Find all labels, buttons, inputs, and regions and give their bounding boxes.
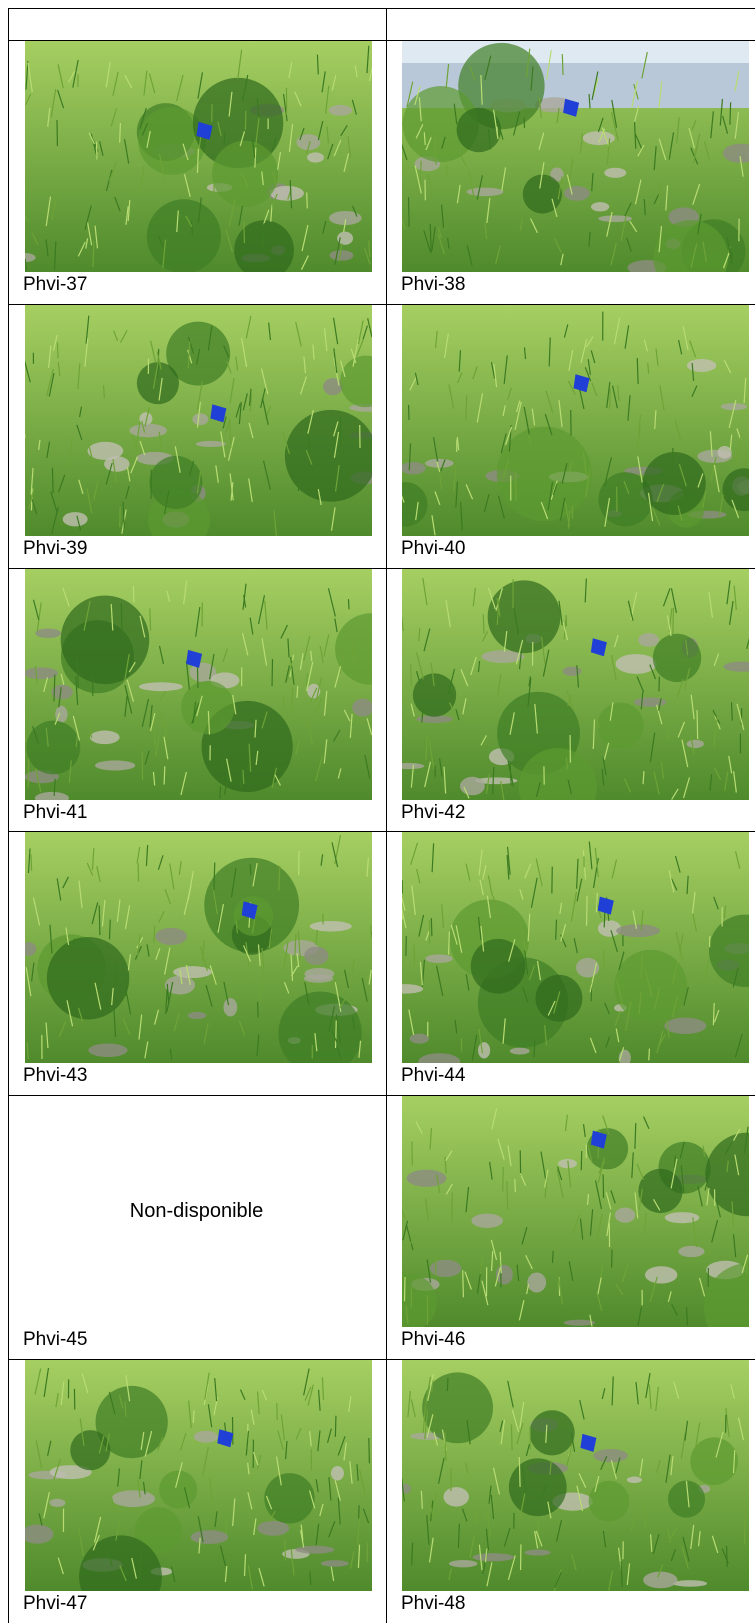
site-photo [402, 1360, 749, 1591]
photo-caption: Phvi-42 [401, 801, 466, 823]
photo-caption: Phvi-43 [23, 1065, 88, 1087]
photo-caption: Phvi-44 [401, 1065, 466, 1087]
site-photo [25, 568, 372, 800]
photo-caption: Phvi-38 [401, 274, 466, 295]
photo-caption: Phvi-45 [23, 1329, 88, 1351]
table-border [8, 1095, 755, 1096]
site-photo [402, 832, 749, 1064]
photo-caption: Phvi-47 [23, 1593, 88, 1614]
site-photo [402, 1096, 749, 1328]
table-border [8, 304, 755, 305]
table-border [8, 568, 755, 569]
site-photo [402, 568, 749, 800]
table-border [8, 40, 755, 41]
table-border [8, 8, 755, 9]
unavailable-note: Non-disponible [129, 1200, 264, 1223]
table-border [8, 1359, 755, 1360]
photo-caption: Phvi-39 [23, 537, 88, 559]
site-photo [25, 832, 372, 1064]
site-photo [402, 41, 749, 272]
table-border [386, 8, 387, 1623]
site-photo [402, 304, 749, 536]
photo-caption: Phvi-41 [23, 801, 88, 823]
photo-caption: Phvi-40 [401, 537, 466, 559]
photo-caption: Phvi-48 [401, 1593, 466, 1614]
table-border [8, 8, 9, 1623]
site-photo [25, 41, 372, 272]
table-border [8, 831, 755, 832]
photo-caption: Phvi-46 [401, 1329, 466, 1351]
site-photo [25, 1360, 372, 1591]
photo-caption: Phvi-37 [23, 274, 88, 295]
site-photo [25, 304, 372, 536]
